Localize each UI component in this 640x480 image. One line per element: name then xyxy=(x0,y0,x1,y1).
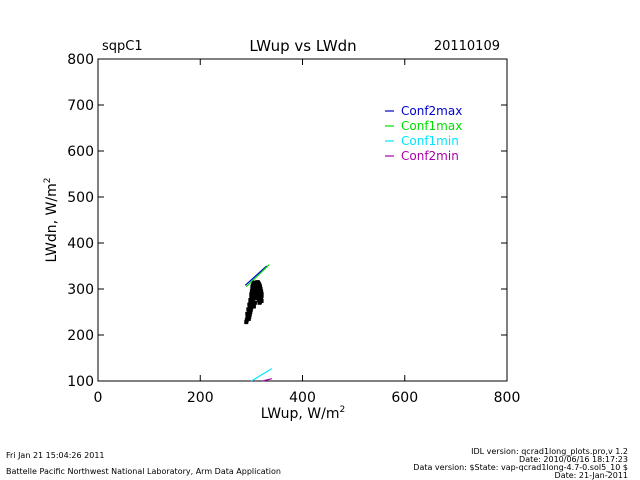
x-axis-label: LWup, W/m2 xyxy=(261,405,345,422)
x-tick-label: 200 xyxy=(187,390,214,406)
footer-idl-version: IDL version: qcrad1long_plots.pro,v 1.2 xyxy=(471,447,628,456)
footer-data-date: Date: 21-Jan-2011 xyxy=(554,471,628,480)
data-point xyxy=(251,293,256,298)
data-point xyxy=(248,307,253,312)
data-point xyxy=(251,304,256,309)
legend-label-conf1max: Conf1max xyxy=(401,119,462,133)
y-tick-label: 300 xyxy=(67,282,94,298)
data-point xyxy=(246,316,251,321)
data-point xyxy=(251,296,256,301)
data-point xyxy=(249,303,254,308)
data-point xyxy=(249,305,254,310)
footer-timestamp: Fri Jan 21 15:04:26 2011 xyxy=(6,451,105,460)
series-line-conf2max xyxy=(244,265,268,286)
y-tick-label: 100 xyxy=(67,374,94,390)
legend-label-conf2max: Conf2max xyxy=(401,104,462,118)
data-point xyxy=(247,312,252,317)
data-point xyxy=(253,296,258,301)
y-axis-label: LWdn, W/m2 xyxy=(43,178,60,263)
data-point xyxy=(252,291,257,296)
y-axis-label-sup: 2 xyxy=(43,178,53,184)
data-point xyxy=(250,298,255,303)
x-axis-label-text: LWup, W/m xyxy=(261,406,340,422)
data-point xyxy=(252,300,257,305)
y-axis: 100 200 300 400 500 600 700 800 xyxy=(67,52,507,390)
series-layer xyxy=(244,264,273,382)
footer-data-version: Data version: $State: vap-qcrad1long-4.7… xyxy=(413,463,628,472)
y-tick-label: 600 xyxy=(67,144,94,160)
data-point xyxy=(247,302,252,307)
scatter-points xyxy=(244,280,264,325)
y-axis-label-text: LWdn, W/m xyxy=(44,183,60,262)
data-point xyxy=(249,293,254,298)
legend-label-conf2min: Conf2min xyxy=(401,149,459,163)
x-tick-label: 0 xyxy=(94,390,103,406)
data-point xyxy=(259,291,264,296)
data-point xyxy=(254,291,259,296)
data-point xyxy=(246,307,251,312)
footer-lab: Battelle Pacific Northwest National Labo… xyxy=(6,467,281,476)
data-point xyxy=(259,289,264,294)
series-line-conf1max xyxy=(245,264,270,288)
y-tick-label: 200 xyxy=(67,328,94,344)
data-point xyxy=(248,298,253,303)
data-point xyxy=(247,314,252,319)
data-point xyxy=(248,310,253,314)
data-point xyxy=(245,311,250,316)
data-point xyxy=(250,288,255,293)
x-tick-label: 800 xyxy=(494,390,521,406)
data-point xyxy=(258,284,263,289)
x-axis: 0 200 400 600 800 xyxy=(94,59,521,406)
y-tick-label: 800 xyxy=(67,52,94,68)
series-line-conf2min xyxy=(262,378,272,382)
x-tick-label: 400 xyxy=(289,390,316,406)
y-tick-label: 500 xyxy=(67,190,94,206)
footer-idl-date: Date: 2010/06/16 18:17:23 xyxy=(519,455,628,464)
data-point xyxy=(259,293,264,298)
data-point xyxy=(258,287,263,291)
data-point xyxy=(250,300,255,305)
y-tick-label: 700 xyxy=(67,98,94,114)
date-label: 20110109 xyxy=(434,39,500,54)
x-tick-label: 600 xyxy=(391,390,418,406)
site-label: sqpC1 xyxy=(102,39,143,54)
y-tick-label: 400 xyxy=(67,236,94,252)
series-line-conf1min xyxy=(251,368,273,382)
data-point xyxy=(257,300,262,305)
x-axis-label-sup: 2 xyxy=(339,405,345,415)
legend-label-conf1min: Conf1min xyxy=(401,134,459,148)
chart-title: LWup vs LWdn xyxy=(249,37,356,55)
data-point xyxy=(251,284,256,289)
